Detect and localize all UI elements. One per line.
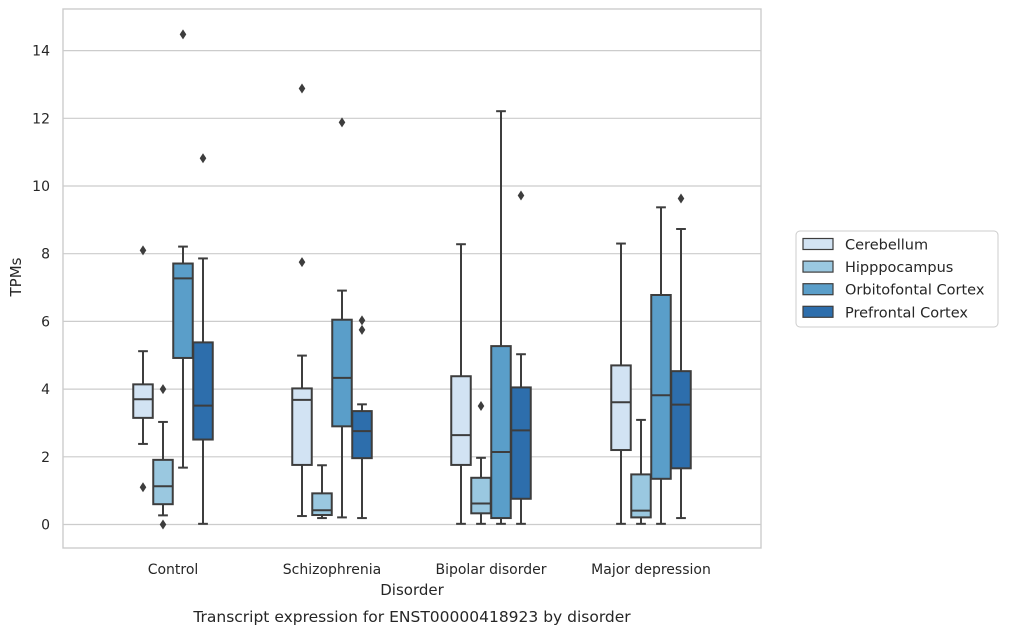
outlier-point [159,519,167,530]
outlier-point [517,190,525,201]
y-tick-label: 4 [41,382,50,398]
box-3-0 [192,153,214,525]
iqr-box [192,341,214,441]
outlier-point [477,401,485,412]
outlier-point [298,83,306,94]
iqr-box [172,262,194,359]
x-axis-label: Disorder [380,581,444,599]
outlier-point [139,482,147,493]
legend-swatch [802,260,834,273]
box-1-1 [311,464,333,520]
legend-label: Hipppocampus [845,260,953,276]
box-3-3 [670,193,692,520]
legend-label: Cerebellum [845,238,928,254]
legend-frame [795,230,999,328]
legend: Cerebellum Hipppocampus Orbitofontal Corte… [795,230,999,328]
iqr-box [311,492,333,517]
box-2-2 [490,110,512,525]
x-axis-ticks: Control Schizophrenia Bipolar disorder Majo… [148,562,711,578]
box-0-3 [610,242,632,525]
outlier-point [338,117,346,128]
y-tick-label: 12 [32,111,50,127]
iqr-box [610,364,632,452]
box-groups [132,29,692,530]
box-0-0 [132,245,154,493]
iqr-box [331,318,353,428]
box-0-1 [291,83,313,518]
outlier-point [199,153,207,164]
iqr-box [470,476,492,515]
outlier-point [139,245,147,256]
outlier-point [677,193,685,204]
plot-frame [62,8,762,549]
iqr-box [450,375,472,466]
x-tick-label: Major depression [591,562,711,578]
y-tick-label: 0 [41,518,50,534]
outlier-point [298,257,306,268]
iqr-box [490,345,512,520]
iqr-box [351,410,373,460]
iqr-box [291,387,313,466]
box-1-3 [630,418,652,525]
box-1-0 [152,384,174,530]
y-tick-label: 8 [41,247,50,263]
x-tick-label: Schizophrenia [283,562,381,578]
y-axis-label: TPMs [7,257,25,297]
box-2-3 [650,206,672,525]
figure-caption: Transcript expression for ENST0000041892… [192,608,631,626]
x-tick-label: Bipolar disorder [435,562,546,578]
iqr-box [630,473,652,519]
iqr-box [650,293,672,480]
box-0-2 [450,243,472,525]
x-tick-label: Control [148,562,199,578]
legend-label: Prefrontal Cortex [845,305,968,321]
outlier-point [358,324,366,335]
y-tick-label: 6 [41,314,50,330]
y-tick-label: 10 [32,179,50,195]
iqr-box [132,383,154,419]
legend-swatch [802,283,834,296]
box-3-1 [351,315,373,520]
iqr-box [152,458,174,506]
legend-label: Orbitofontal Cortex [845,283,985,299]
box-2-1 [331,117,353,519]
legend-swatch [802,305,834,318]
box-2-0 [172,29,194,469]
outlier-point [159,384,167,395]
iqr-box [510,386,532,500]
y-axis-ticks: 0 2 4 6 8 10 12 14 [32,44,50,534]
outlier-point [358,315,366,326]
box-1-2 [470,401,492,525]
y-tick-label: 14 [32,44,50,60]
y-tick-label: 2 [41,450,50,466]
outlier-point [179,29,187,40]
iqr-box [670,370,692,470]
box-3-2 [510,190,532,525]
legend-swatch [802,237,834,251]
